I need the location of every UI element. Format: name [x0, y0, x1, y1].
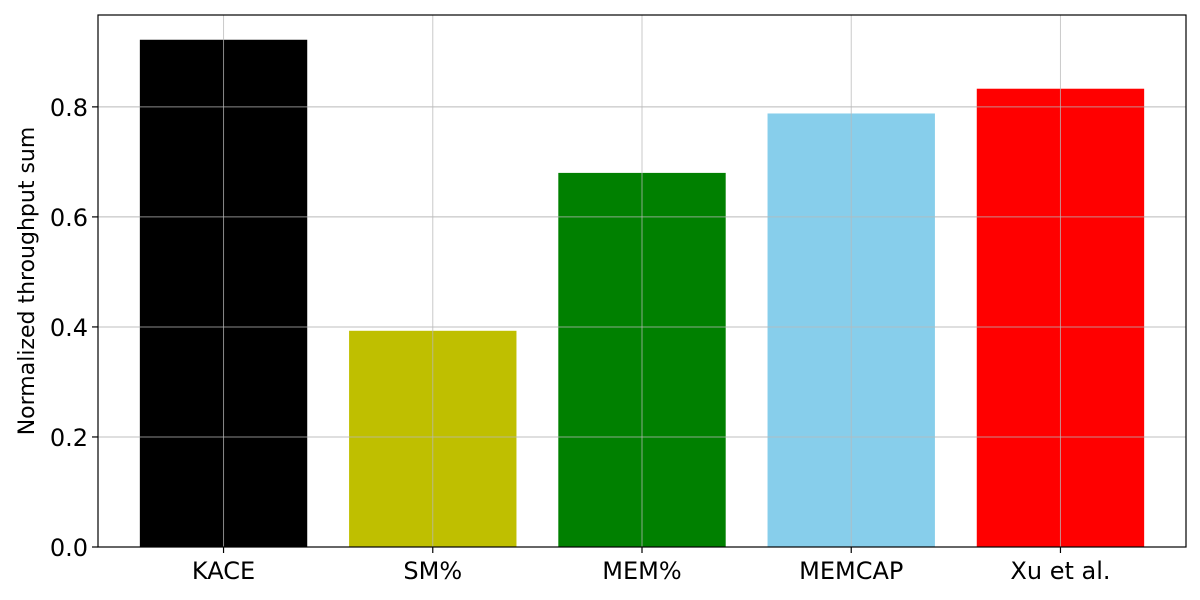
x-tick-label: SM% [403, 557, 462, 585]
x-tick-label: MEM% [602, 557, 681, 585]
x-tick-label: KACE [192, 557, 255, 585]
y-axis-label: Normalized throughput sum [15, 127, 40, 436]
y-tick-label: 0.4 [50, 314, 88, 342]
y-tick-label: 0.0 [50, 534, 88, 562]
y-tick-label: 0.6 [50, 204, 88, 232]
x-tick-label: MEMCAP [799, 557, 903, 585]
x-axis-ticks: KACE SM% MEM% MEMCAP Xu et al. [192, 547, 1111, 585]
x-tick-label: Xu et al. [1010, 557, 1110, 585]
y-tick-label: 0.8 [50, 94, 88, 122]
y-axis-ticks: 0.0 0.2 0.4 0.6 0.8 [50, 94, 98, 562]
y-tick-label: 0.2 [50, 424, 88, 452]
